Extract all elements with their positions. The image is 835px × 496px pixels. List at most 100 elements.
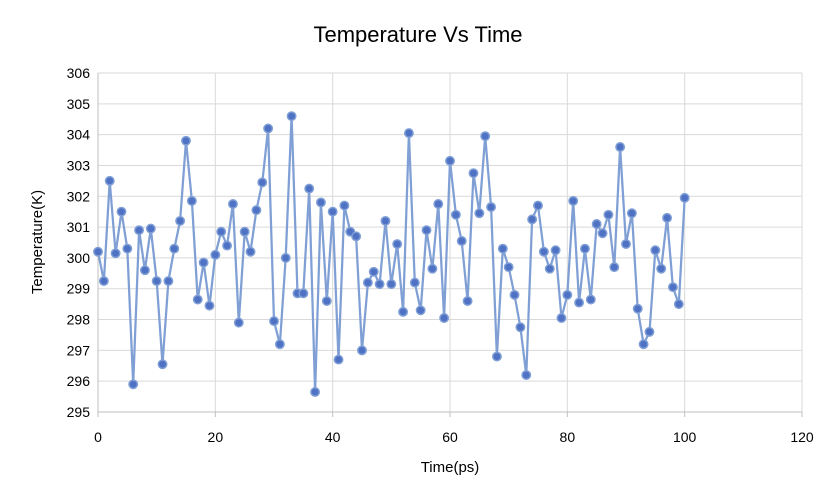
data-point	[128, 379, 139, 390]
data-point	[556, 313, 567, 323]
data-point	[574, 297, 585, 308]
data-point	[656, 263, 667, 274]
x-axis-label: Time(ps)	[421, 459, 480, 476]
data-point	[544, 263, 555, 274]
x-tick-label: 120	[790, 429, 814, 445]
data-point	[521, 370, 532, 380]
data-point	[403, 128, 414, 139]
data-point	[222, 240, 233, 251]
data-point	[562, 289, 573, 300]
data-point	[286, 111, 297, 122]
chart-title: Temperature Vs Time	[313, 22, 522, 47]
data-point	[233, 317, 244, 328]
data-point	[216, 226, 227, 237]
x-tick-label: 60	[442, 429, 458, 445]
data-point	[310, 387, 321, 397]
y-tick-label: 301	[67, 219, 91, 235]
data-point	[679, 192, 690, 203]
data-point	[515, 322, 526, 333]
data-point	[134, 225, 145, 236]
data-point	[192, 294, 203, 305]
data-point	[579, 243, 590, 254]
data-point	[626, 208, 637, 219]
data-point	[468, 168, 479, 179]
data-point	[673, 299, 684, 310]
data-point	[380, 215, 391, 226]
y-tick-label: 302	[67, 188, 91, 204]
data-point	[227, 199, 238, 209]
x-tick-labels: 0 20 40 60 80 100 120	[94, 429, 814, 445]
data-point	[480, 131, 491, 142]
data-point	[450, 209, 461, 220]
data-point	[503, 262, 514, 273]
data-point	[433, 199, 444, 209]
data-point	[304, 183, 315, 194]
data-point	[151, 276, 162, 286]
data-point	[644, 326, 655, 337]
data-point	[509, 289, 520, 300]
data-point	[251, 205, 262, 216]
y-tick-label: 300	[67, 250, 91, 266]
data-point	[585, 294, 596, 305]
data-point	[386, 279, 397, 290]
data-point	[327, 206, 338, 217]
data-point	[339, 200, 350, 211]
data-point	[274, 339, 285, 350]
data-point	[368, 266, 379, 277]
data-point	[110, 248, 121, 259]
y-tick-label: 297	[67, 342, 91, 358]
data-point	[263, 123, 274, 134]
data-point	[93, 246, 103, 257]
data-point	[280, 252, 291, 263]
y-tick-label: 296	[67, 373, 91, 389]
data-point	[667, 282, 678, 293]
data-point	[315, 197, 326, 208]
axes	[97, 73, 803, 417]
data-point	[398, 306, 409, 317]
data-point	[351, 231, 362, 242]
x-tick-label: 40	[325, 429, 341, 445]
data-point	[157, 359, 168, 370]
data-point	[497, 243, 508, 254]
data-point	[269, 316, 279, 327]
data-point	[204, 300, 215, 311]
data-point	[615, 142, 626, 152]
data-point	[621, 239, 631, 249]
data-point	[550, 245, 561, 256]
data-point	[486, 202, 497, 213]
data-point	[333, 354, 344, 365]
data-point	[538, 246, 549, 257]
data-point	[474, 208, 485, 219]
data-point	[239, 226, 250, 237]
data-point	[145, 223, 156, 234]
data-point	[568, 195, 579, 206]
data-point	[662, 212, 673, 223]
y-tick-label: 304	[67, 127, 91, 143]
data-point	[175, 215, 186, 226]
data-point	[591, 219, 602, 229]
data-point	[362, 277, 373, 288]
data-point	[116, 206, 127, 217]
y-tick-label: 295	[67, 404, 91, 420]
data-point	[533, 200, 543, 211]
data-point	[257, 177, 268, 188]
data-point	[357, 345, 367, 356]
data-point	[163, 276, 174, 286]
x-tick-label: 100	[673, 429, 697, 445]
data-point	[445, 155, 455, 166]
data-point	[609, 262, 620, 273]
data-point	[409, 277, 420, 288]
data-point	[298, 288, 309, 299]
x-tick-label: 0	[94, 429, 102, 445]
data-point	[139, 265, 150, 276]
data-point	[638, 339, 649, 350]
data-point	[462, 296, 473, 307]
y-tick-label: 303	[67, 157, 91, 173]
data-point	[374, 279, 385, 290]
data-series	[93, 111, 690, 397]
y-axis-label: Temperature(K)	[29, 190, 46, 294]
y-tick-label: 299	[67, 281, 91, 297]
data-point	[210, 249, 221, 260]
data-point	[427, 263, 438, 274]
